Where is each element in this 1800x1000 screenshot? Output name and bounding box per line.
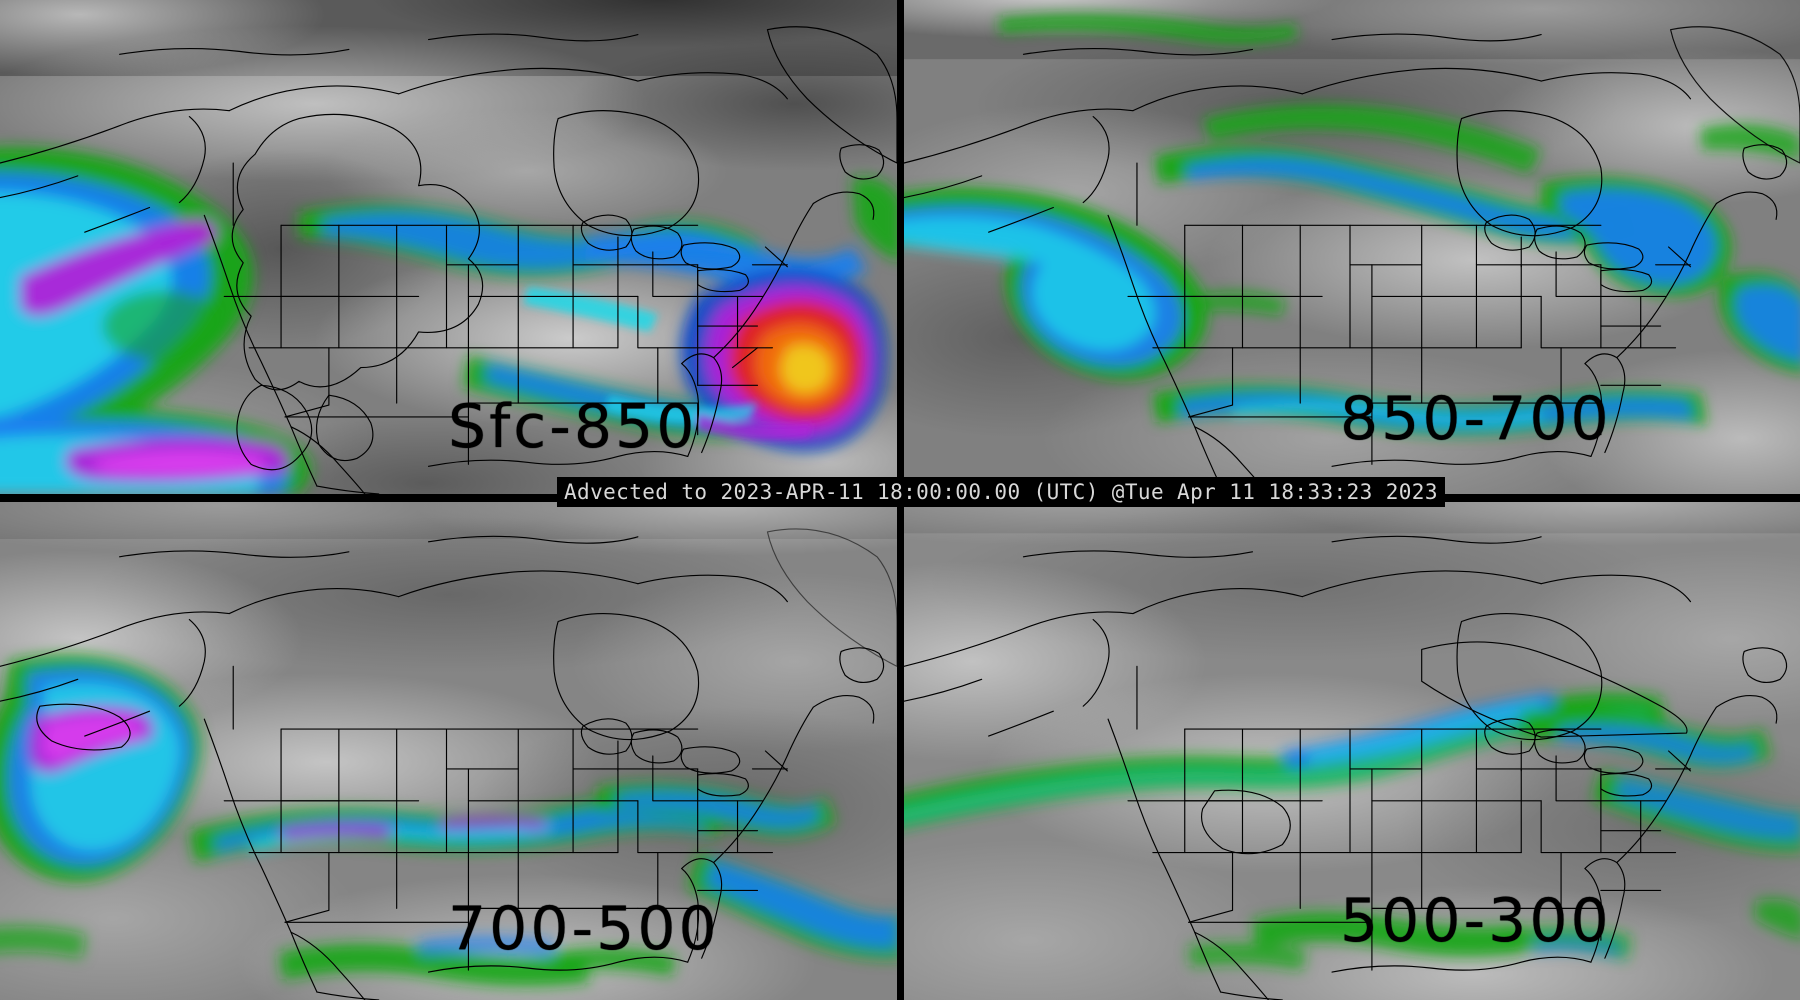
- panel-label-700-500: 700-500: [448, 894, 720, 964]
- timestamp-banner: Advected to 2023-APR-11 18:00:00.00 (UTC…: [557, 477, 1445, 507]
- panel-700-500[interactable]: 700-500: [0, 502, 897, 1000]
- panel-500-300[interactable]: 500-300: [904, 502, 1800, 1000]
- panel-850-700[interactable]: 850-700: [904, 0, 1800, 494]
- timestamp-banner-text: Advected to 2023-APR-11 18:00:00.00 (UTC…: [564, 480, 1438, 504]
- panel-label-500-300: 500-300: [1340, 886, 1612, 956]
- panel-label-850-700: 850-700: [1340, 384, 1612, 454]
- panel-sfc-850[interactable]: Sfc-850: [0, 0, 897, 494]
- panel-label-sfc-850: Sfc-850: [448, 392, 698, 462]
